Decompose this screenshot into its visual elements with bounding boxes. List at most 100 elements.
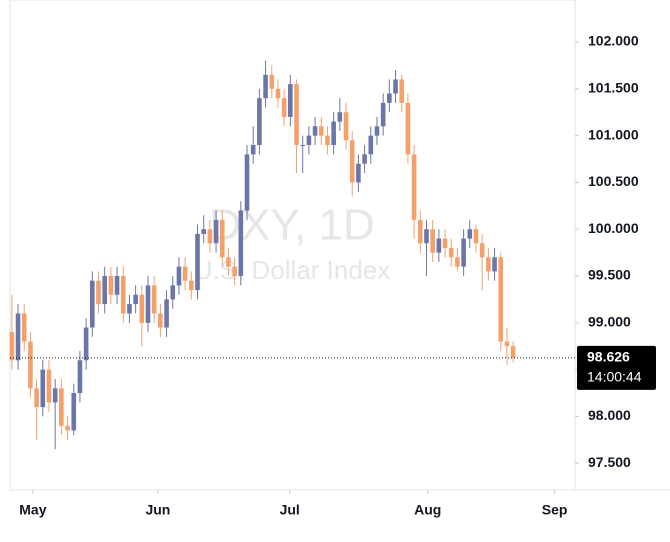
candle-body: [52, 388, 58, 403]
candle-body: [387, 93, 392, 103]
candle-body: [133, 294, 138, 305]
candle-body: [170, 285, 176, 300]
candle-body: [306, 135, 312, 145]
candle-body: [318, 126, 324, 136]
candle-body: [399, 79, 405, 103]
candle-body: [250, 144, 256, 155]
candle-body: [393, 79, 398, 94]
candle-body: [189, 280, 194, 291]
y-tick-label: 98.000: [588, 407, 631, 423]
y-tick-label: 99.500: [588, 267, 631, 283]
candle-body: [461, 238, 466, 267]
candle-body: [294, 84, 299, 145]
x-tick-label: Jul: [280, 502, 300, 518]
candle-body: [59, 388, 64, 426]
candle-body: [28, 341, 33, 389]
candle-body: [9, 332, 15, 361]
candle-body: [275, 88, 281, 99]
candle-body: [151, 285, 157, 314]
candle-body: [226, 257, 231, 267]
last-price-label: 98.626: [587, 349, 630, 365]
candle-body: [102, 276, 107, 305]
candle-body: [77, 360, 83, 394]
candle-body: [263, 74, 268, 99]
candle-body: [479, 243, 485, 258]
candle-body: [158, 313, 163, 328]
candle-body: [288, 84, 293, 117]
candle-body: [486, 257, 491, 272]
candle-body: [21, 313, 27, 342]
candle-body: [201, 229, 206, 234]
candle-body: [356, 163, 361, 183]
y-tick-label: 102.000: [588, 33, 639, 49]
candle-body: [411, 154, 417, 220]
y-tick-label: 101.000: [588, 126, 639, 142]
candle-body: [257, 98, 262, 145]
candle-body: [325, 135, 330, 145]
countdown-label: 14:00:44: [587, 369, 642, 385]
candle-body: [430, 229, 435, 253]
candle-body: [436, 238, 442, 253]
candle-body: [405, 102, 411, 155]
candle-body: [108, 276, 114, 295]
last-price-box: [577, 345, 656, 390]
y-tick-label: 97.500: [588, 454, 631, 470]
candle-body: [65, 425, 70, 431]
candle-body: [368, 135, 374, 155]
candle-body: [213, 219, 219, 244]
candle-body: [380, 102, 386, 127]
candle-body: [164, 299, 169, 328]
candle-body: [300, 144, 306, 146]
y-tick-label: 101.500: [588, 80, 639, 96]
x-tick-label: Jun: [145, 502, 170, 518]
candle-body: [337, 112, 343, 122]
candle-body: [442, 238, 448, 248]
candle-body: [244, 154, 250, 211]
candle-body: [455, 257, 460, 267]
candle-body: [504, 341, 510, 347]
x-tick-label: May: [19, 502, 46, 518]
candle-body: [176, 266, 182, 286]
candle-body: [139, 294, 145, 323]
candle-body: [362, 154, 367, 164]
candle-body: [238, 210, 244, 277]
candle-body: [510, 346, 516, 358]
y-tick-label: 99.000: [588, 314, 631, 330]
candle-body: [71, 393, 77, 431]
candle-body: [145, 285, 151, 323]
candle-body: [331, 121, 336, 145]
candle-body: [492, 257, 497, 272]
candle-body: [114, 276, 120, 295]
candle-body: [96, 280, 101, 305]
candle-body: [46, 369, 52, 403]
candle-body: [473, 229, 479, 244]
candle-body: [83, 327, 89, 361]
watermark-subtitle: U.S. Dollar Index: [194, 255, 391, 285]
x-tick-label: Sep: [542, 502, 568, 518]
candle-body: [349, 140, 355, 183]
candle-body: [34, 388, 39, 408]
candle-body: [424, 229, 429, 244]
candle-body: [15, 313, 21, 361]
candle-body: [269, 74, 275, 89]
watermark: DXY, 1D: [209, 201, 375, 250]
y-tick-label: 100.500: [588, 173, 639, 189]
candle-body: [417, 219, 423, 244]
candle-body: [120, 276, 126, 314]
candle-body: [312, 126, 318, 136]
candle-body: [207, 229, 213, 244]
candle-body: [448, 247, 454, 258]
candle-body: [219, 219, 225, 258]
y-tick-label: 100.000: [588, 220, 639, 236]
candle-body: [374, 126, 380, 136]
candle-body: [343, 112, 349, 141]
candle-body: [40, 369, 46, 408]
x-tick-label: Aug: [414, 502, 441, 518]
candle-body: [182, 266, 188, 281]
candle-body: [195, 233, 200, 291]
candle-body: [498, 257, 504, 342]
candle-body: [281, 98, 287, 117]
candle-body: [90, 280, 95, 328]
candle-body: [127, 304, 132, 314]
